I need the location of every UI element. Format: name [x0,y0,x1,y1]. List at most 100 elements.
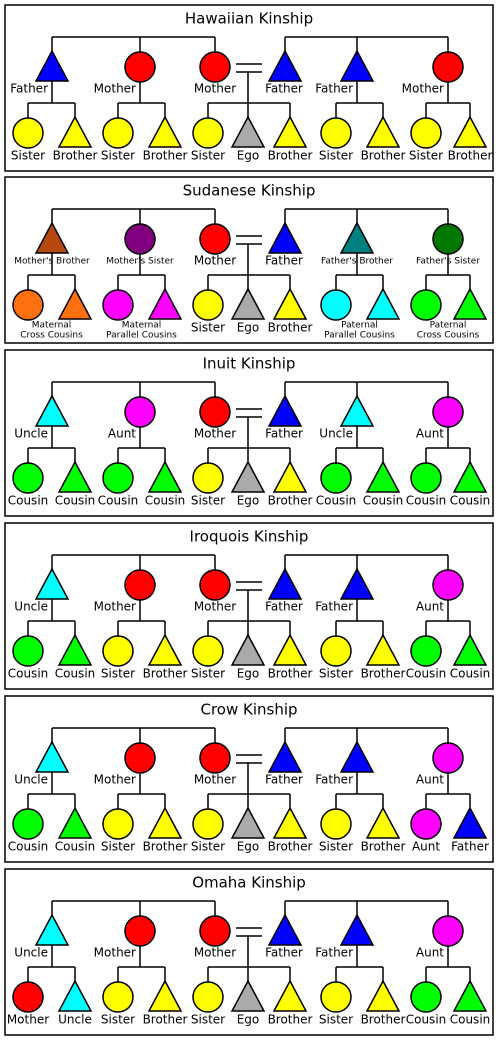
triangle-node [57,115,93,148]
group-label: Maternal [122,321,162,331]
child-label: Brother [268,1013,313,1027]
kinship-panel: Crow Kinship Uncle Mother Mother Father Fathe… [4,695,494,863]
circle-node [102,981,134,1013]
group-label: Parallel Cousins [324,331,395,341]
circle-node [432,569,464,601]
child-label: Sister [409,149,443,163]
triangle-node [34,913,70,946]
parent-label: Mother's Sister [106,257,174,267]
child-label: Sister [101,840,135,854]
triangle-node [57,633,93,666]
triangle-node [267,394,303,427]
parent-label: Father [315,946,353,960]
child-label: Sister [191,149,225,163]
triangle-node [34,394,70,427]
triangle-node [147,806,183,839]
circle-node [192,635,224,667]
triangle-node [452,979,488,1012]
circle-node [192,808,224,840]
circle-node [12,635,44,667]
child-label: Cousin [8,494,49,508]
kinship-panel: Iroquois Kinship Uncle Mother Mother Father F… [4,522,494,690]
kinship-panel: Inuit Kinship Uncle Aunt Mother Father Uncle A… [4,349,494,517]
parent-label: Aunt [416,946,444,960]
parent-label: Uncle [14,427,48,441]
circle-node [410,635,442,667]
kinship-panel: Omaha Kinship Uncle Mother Mother Father Fath… [4,868,494,1036]
group-label: Parallel Cousins [106,331,177,341]
circle-node [102,289,134,321]
child-label: Brother [268,321,313,335]
parent-label: Uncle [14,773,48,787]
child-label: Brother [143,667,188,681]
child-label: Cousin [450,1013,491,1027]
triangle-node [452,115,488,148]
circle-node [410,289,442,321]
child-label: Father [451,840,489,854]
triangle-node [452,287,488,320]
parent-label: Aunt [416,600,444,614]
triangle-node [230,633,266,666]
circle-node [102,462,134,494]
triangle-node [272,633,308,666]
group-label: Maternal [32,321,72,331]
circle-node [199,915,231,947]
circle-node [410,117,442,149]
child-label: Cousin [55,840,96,854]
parent-label: Father [265,946,303,960]
child-label: Sister [101,1013,135,1027]
circle-node [124,51,156,83]
child-label: Brother [268,494,313,508]
child-label: Sister [101,667,135,681]
triangle-node [452,806,488,839]
child-label: Cousin [363,494,404,508]
circle-node [410,462,442,494]
parent-label: Mother [194,600,236,614]
parent-label: Mother [194,946,236,960]
triangle-node [452,460,488,493]
kinship-panel: Sudanese Kinship Mother's Brother Mother's… [4,176,494,344]
parent-label: Mother [194,773,236,787]
triangle-node [365,287,401,320]
circle-node [432,742,464,774]
child-label: Cousin [450,667,491,681]
circle-node [192,462,224,494]
triangle-node [339,567,375,600]
child-label: Cousin [55,494,96,508]
child-label: Brother [448,149,493,163]
parent-label: Father [265,427,303,441]
parent-label: Father's Brother [321,257,393,267]
panel-title: Sudanese Kinship [183,182,316,200]
triangle-node [272,979,308,1012]
parent-label: Uncle [14,600,48,614]
parent-label: Mother [194,254,236,268]
child-label: Brother [361,840,406,854]
panel-title: Inuit Kinship [203,355,296,373]
triangle-node [57,460,93,493]
group-label: Cross Cousins [417,331,480,341]
circle-node [320,808,352,840]
parent-label: Mother [94,600,136,614]
triangle-node [57,979,93,1012]
circle-node [320,117,352,149]
triangle-node [34,740,70,773]
circle-node [199,223,231,255]
parent-label: Father's Sister [416,257,480,267]
child-label: Brother [361,1013,406,1027]
circle-node [124,915,156,947]
group-label: Paternal [341,321,378,331]
child-label: Cousin [8,840,49,854]
child-label: Sister [191,494,225,508]
circle-node [12,462,44,494]
panel-title: Hawaiian Kinship [185,10,313,28]
circle-node [12,808,44,840]
parent-label: Mother [94,773,136,787]
group-label: Paternal [430,321,467,331]
circle-node [320,981,352,1013]
circle-node [124,223,156,255]
child-label: Sister [191,321,225,335]
circle-node [320,462,352,494]
circle-node [199,569,231,601]
parent-label: Uncle [14,946,48,960]
child-label: Brother [268,840,313,854]
